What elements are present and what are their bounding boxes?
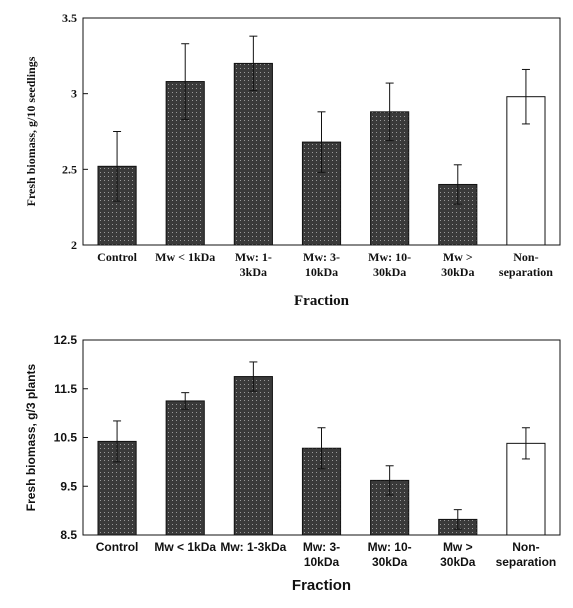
x-tick-label: Control <box>97 250 137 264</box>
error-bar <box>249 35 258 92</box>
x-tick-label: 30kDa <box>441 265 474 279</box>
error-bar <box>317 427 326 470</box>
chart: 8.5 9.5 10.5 11.5 12.5 Fresh biomass, g/3 pla… <box>24 333 561 594</box>
y-tick-label: 12.5 <box>54 333 78 347</box>
y-tick-label: 8.5 <box>60 528 77 542</box>
bar <box>233 62 273 246</box>
error-bar <box>453 509 462 530</box>
x-tick-label: Mw: 10- <box>368 250 411 264</box>
chart: 2 2.5 3 3.5 Fresh biomass, g/10 seedlings Fra… <box>24 11 561 309</box>
error-bar <box>249 361 258 392</box>
x-axis-title: Fraction <box>292 577 351 594</box>
x-tick-label: 30kDa <box>373 265 406 279</box>
x-tick-label: Mw: 1- <box>235 250 272 264</box>
x-tick-label: Mw: 3- <box>303 540 340 554</box>
error-bar <box>521 68 530 125</box>
error-bar <box>385 465 394 496</box>
x-tick-label: Mw: 1-3kDa <box>220 540 286 554</box>
error-bar <box>181 392 190 410</box>
y-axis-title: Fresh biomass, g/10 seedlings <box>24 56 38 206</box>
y-tick-label: 3 <box>71 87 77 101</box>
error-bar <box>521 427 530 460</box>
x-tick-label: Mw < 1kDa <box>155 250 215 264</box>
error-bar <box>113 420 122 463</box>
bar <box>165 400 205 536</box>
x-tick-label: Mw > <box>443 250 473 264</box>
x-tick-label: Mw > <box>443 540 473 554</box>
x-tick-label: Non- <box>512 540 539 554</box>
x-tick-label: 3kDa <box>240 265 267 279</box>
bar <box>233 376 273 536</box>
error-bar <box>181 43 190 120</box>
y-tick-label: 9.5 <box>60 479 77 493</box>
x-tick-label: separation <box>496 555 557 569</box>
y-tick-label: 3.5 <box>62 11 77 25</box>
bar <box>370 111 410 246</box>
x-tick-label: 30kDa <box>440 555 476 569</box>
x-tick-label: 30kDa <box>372 555 408 569</box>
x-tick-label: 10kDa <box>304 555 340 569</box>
x-tick-label: separation <box>499 265 553 279</box>
x-tick-label: Mw: 10- <box>368 540 412 554</box>
x-tick-label: Mw: 3- <box>303 250 340 264</box>
error-bar <box>317 111 326 173</box>
y-tick-label: 10.5 <box>54 431 78 445</box>
error-bar <box>385 82 394 142</box>
x-tick-label: Non- <box>513 250 538 264</box>
y-tick-label: 2 <box>71 238 77 252</box>
error-bar <box>113 131 122 202</box>
x-axis-title: Fraction <box>294 293 350 309</box>
error-bar <box>453 164 462 205</box>
y-tick-label: 2.5 <box>62 162 77 176</box>
x-tick-label: 10kDa <box>305 265 338 279</box>
y-axis-title: Fresh biomass, g/3 plants <box>24 363 38 511</box>
x-tick-label: Control <box>96 540 139 554</box>
y-tick-label: 11.5 <box>54 382 77 396</box>
x-tick-label: Mw < 1kDa <box>154 540 216 554</box>
